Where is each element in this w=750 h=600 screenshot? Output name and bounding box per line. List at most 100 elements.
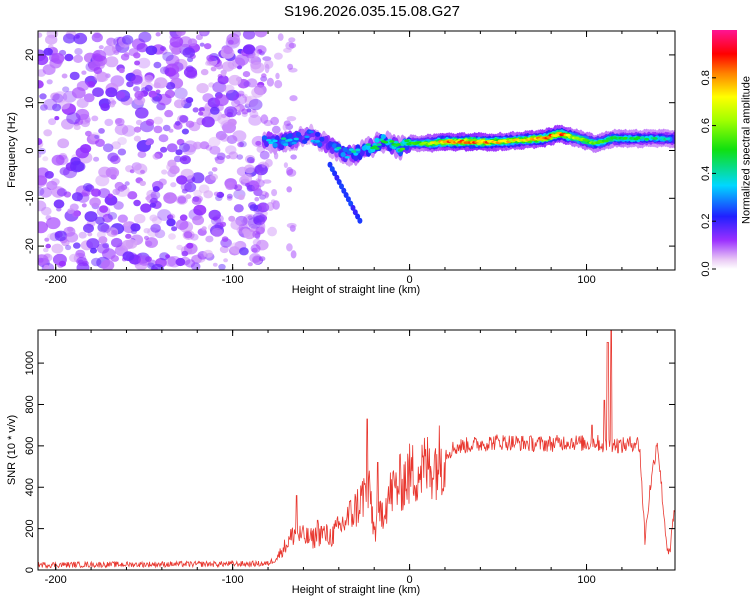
ridge-branch (355, 213, 361, 220)
noise-blob (84, 117, 91, 123)
noise-blob (51, 52, 65, 64)
snr-y-tick-label: 1000 (24, 351, 36, 375)
noise-blob (168, 213, 176, 220)
noise-blob (182, 47, 196, 58)
noise-blob (134, 90, 145, 100)
noise-blob (76, 80, 89, 92)
noise-blob (92, 87, 104, 98)
noise-blob (290, 250, 297, 259)
snr-plot-area (38, 330, 675, 570)
noise-blob (136, 43, 148, 53)
noise-blob (227, 118, 237, 127)
heatmap-x-tick-label: 100 (577, 274, 595, 286)
noise-blob (215, 63, 223, 70)
noise-blob (267, 226, 277, 237)
noise-blob (38, 186, 45, 197)
noise-blob (91, 115, 99, 122)
noise-blob (242, 44, 256, 55)
heatmap-y-tick-label: 0 (24, 147, 36, 153)
noise-blob (38, 221, 48, 234)
noise-blob (75, 147, 90, 159)
noise-blob (198, 184, 210, 194)
noise-blob (289, 95, 298, 102)
noise-blob (259, 150, 270, 160)
noise-blob (175, 219, 189, 230)
noise-blob (73, 242, 81, 249)
noise-blob (251, 87, 264, 98)
noise-blob (203, 190, 214, 199)
noise-blob (38, 147, 46, 155)
ridge-segment (380, 134, 386, 140)
noise-blob (121, 239, 134, 250)
noise-blob (210, 66, 217, 72)
ridge-segment (376, 143, 382, 146)
noise-blob (230, 219, 243, 230)
noise-blob (133, 52, 141, 59)
noise-blob (117, 214, 128, 223)
noise-blob (261, 73, 267, 78)
noise-blob (208, 136, 221, 147)
noise-blob (122, 251, 135, 262)
noise-blob (117, 137, 127, 145)
noise-blob (78, 231, 87, 239)
noise-blob (225, 182, 235, 190)
noise-blob (179, 155, 191, 165)
noise-blob (90, 247, 97, 254)
noise-blob (110, 255, 119, 262)
noise-blob (242, 71, 251, 78)
snr-frame (37, 329, 676, 571)
noise-blob (266, 77, 274, 87)
noise-blob (45, 243, 51, 249)
ridge-segment (671, 135, 675, 144)
ridge-segment (389, 140, 395, 143)
noise-blob (290, 154, 297, 160)
noise-blob (264, 191, 269, 199)
ridge-segment (652, 137, 658, 140)
noise-blob (54, 116, 60, 121)
ridge-segment (323, 135, 329, 144)
noise-blob (145, 196, 151, 201)
noise-blob (87, 81, 96, 88)
heatmap-y-tick-label: 10 (24, 97, 36, 109)
noise-blob (271, 125, 281, 134)
noise-blob (96, 205, 111, 217)
ridge-branch (352, 209, 358, 216)
noise-blob (81, 203, 87, 208)
ridge-branch (336, 179, 342, 185)
ridge-segment (317, 141, 323, 147)
noise-blob (95, 138, 105, 147)
noise-blob (145, 118, 155, 126)
noise-blob (74, 48, 83, 55)
noise-blob (96, 71, 109, 83)
noise-blob (169, 36, 184, 48)
noise-blob (253, 218, 260, 224)
ridge-segment (355, 148, 361, 152)
noise-blob (254, 164, 268, 176)
noise-blob (248, 223, 259, 233)
noise-blob (240, 173, 253, 183)
noise-blob (233, 93, 247, 106)
noise-blob (200, 31, 208, 35)
noise-blob (185, 259, 196, 268)
noise-blob (168, 233, 176, 240)
noise-blob (190, 262, 201, 270)
noise-blob (214, 94, 229, 107)
noise-blob (45, 34, 58, 45)
noise-blob (38, 200, 47, 212)
noise-blob (283, 47, 292, 53)
noise-blob (69, 71, 80, 81)
noise-blob (102, 213, 113, 223)
noise-blob (260, 221, 266, 232)
noise-blob (144, 235, 149, 240)
noise-blob (104, 118, 114, 127)
colorbar-label: Normalized spectral amplitude (741, 76, 750, 224)
noise-blob (43, 47, 53, 56)
noise-blob (219, 221, 227, 227)
noise-blob (262, 179, 272, 184)
noise-blob (159, 66, 170, 75)
noise-blob (254, 197, 260, 202)
snr-y-tick-label: 0 (24, 567, 36, 573)
noise-blob (150, 263, 164, 270)
noise-blob (85, 130, 92, 137)
